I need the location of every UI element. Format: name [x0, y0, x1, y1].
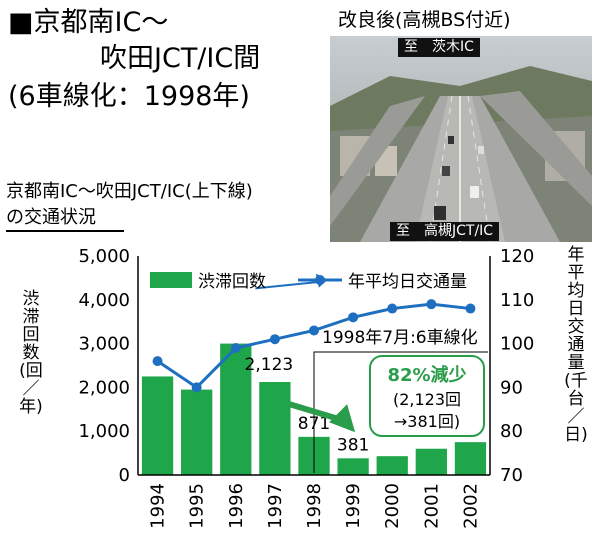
y-right-tick-label: 100 [500, 334, 534, 355]
legend-bar-label: 渋滞回数 [198, 272, 266, 292]
x-tick-label-1998: 1998 [304, 483, 325, 529]
reduction-callout-title: 82%減少 [387, 364, 466, 386]
line-point-2002 [465, 303, 476, 314]
y-axis-left-label: 渋滞回数(回／年) [19, 289, 43, 417]
y-right-tick-label: 70 [500, 465, 523, 486]
y-left-tick-label: 0 [119, 465, 130, 486]
reduction-callout-line-1: (2,123回 [393, 390, 461, 409]
line-point-2000 [387, 303, 398, 314]
y-left-tick-label: 3,000 [78, 334, 130, 355]
y-left-tick-label: 2,000 [78, 377, 130, 398]
data-label-1999: 381 [337, 435, 369, 455]
reduction-callout-box [369, 355, 485, 437]
bar-1997 [259, 382, 291, 475]
x-tick-label-1994: 1994 [148, 483, 169, 529]
bar-2000 [376, 456, 408, 475]
data-label-1997: 2,123 [245, 355, 294, 375]
line-point-1998 [309, 325, 319, 336]
y-right-tick-label: 90 [500, 377, 523, 398]
x-tick-label-1997: 1997 [265, 483, 286, 529]
highway-photo: 至 茨木IC 至 高槻JCT/IC [330, 36, 592, 242]
photo-sign-top: 至 茨木IC [398, 38, 480, 57]
line-point-1999 [348, 312, 359, 323]
line-point-1995 [191, 382, 202, 393]
bar-1999 [337, 458, 369, 475]
bar-1996 [220, 343, 252, 475]
bar-2002 [454, 442, 487, 475]
line-point-1994 [152, 356, 163, 367]
bar-1994 [141, 376, 174, 475]
y-left-tick-label: 1,000 [78, 421, 130, 442]
y-right-tick-label: 120 [500, 246, 534, 267]
x-tick-label-1996: 1996 [226, 483, 247, 529]
event-annotation: 1998年7月:6車線化 [322, 328, 478, 348]
highway-photo-image [330, 36, 592, 242]
event-marker-line [313, 351, 488, 473]
line-point-1996 [230, 342, 241, 353]
bar-1995 [181, 389, 213, 475]
legend-line-label: 年平均日交通量 [348, 272, 467, 292]
line-point-1997 [269, 334, 280, 345]
line-point-2001 [426, 299, 437, 310]
chart-subtitle-line-1: 京都南IC～吹田JCT/IC(上下線) [6, 181, 253, 202]
y-left-tick-label: 5,000 [78, 246, 130, 267]
x-tick-label-2002: 2002 [460, 483, 481, 529]
title-line-2: 吹田JCT/IC間 [100, 43, 261, 74]
y-axis-right-label: 年平均日交通量(千台／日) [564, 245, 588, 445]
legend-line-marker [315, 275, 325, 285]
x-tick-label-1999: 1999 [343, 483, 364, 529]
y-right-tick-label: 110 [500, 290, 534, 311]
legend-bar-swatch [150, 272, 192, 288]
title-line-3: (6車線化：1998年) [8, 81, 250, 112]
trend-arrow-line [255, 280, 322, 290]
photo-caption: 改良後(高槻BS付近) [338, 9, 511, 31]
y-right-tick-label: 80 [500, 421, 523, 442]
y-left-tick-label: 4,000 [78, 290, 130, 311]
photo-sign-bottom: 至 高槻JCT/IC [390, 222, 500, 241]
decrease-arrow-head [329, 404, 356, 433]
x-tick-label-2000: 2000 [382, 483, 403, 529]
x-tick-label-2001: 2001 [421, 483, 442, 529]
bar-2001 [415, 448, 447, 475]
title-line-1: ■京都南IC～ [8, 7, 169, 38]
reduction-callout-line-2: →381回) [394, 412, 460, 431]
x-tick-label-1995: 1995 [187, 483, 208, 529]
data-label-1998: 871 [298, 414, 330, 434]
chart-subtitle-line-2: の交通状況 [6, 207, 96, 228]
subtitle-underline [6, 230, 124, 232]
